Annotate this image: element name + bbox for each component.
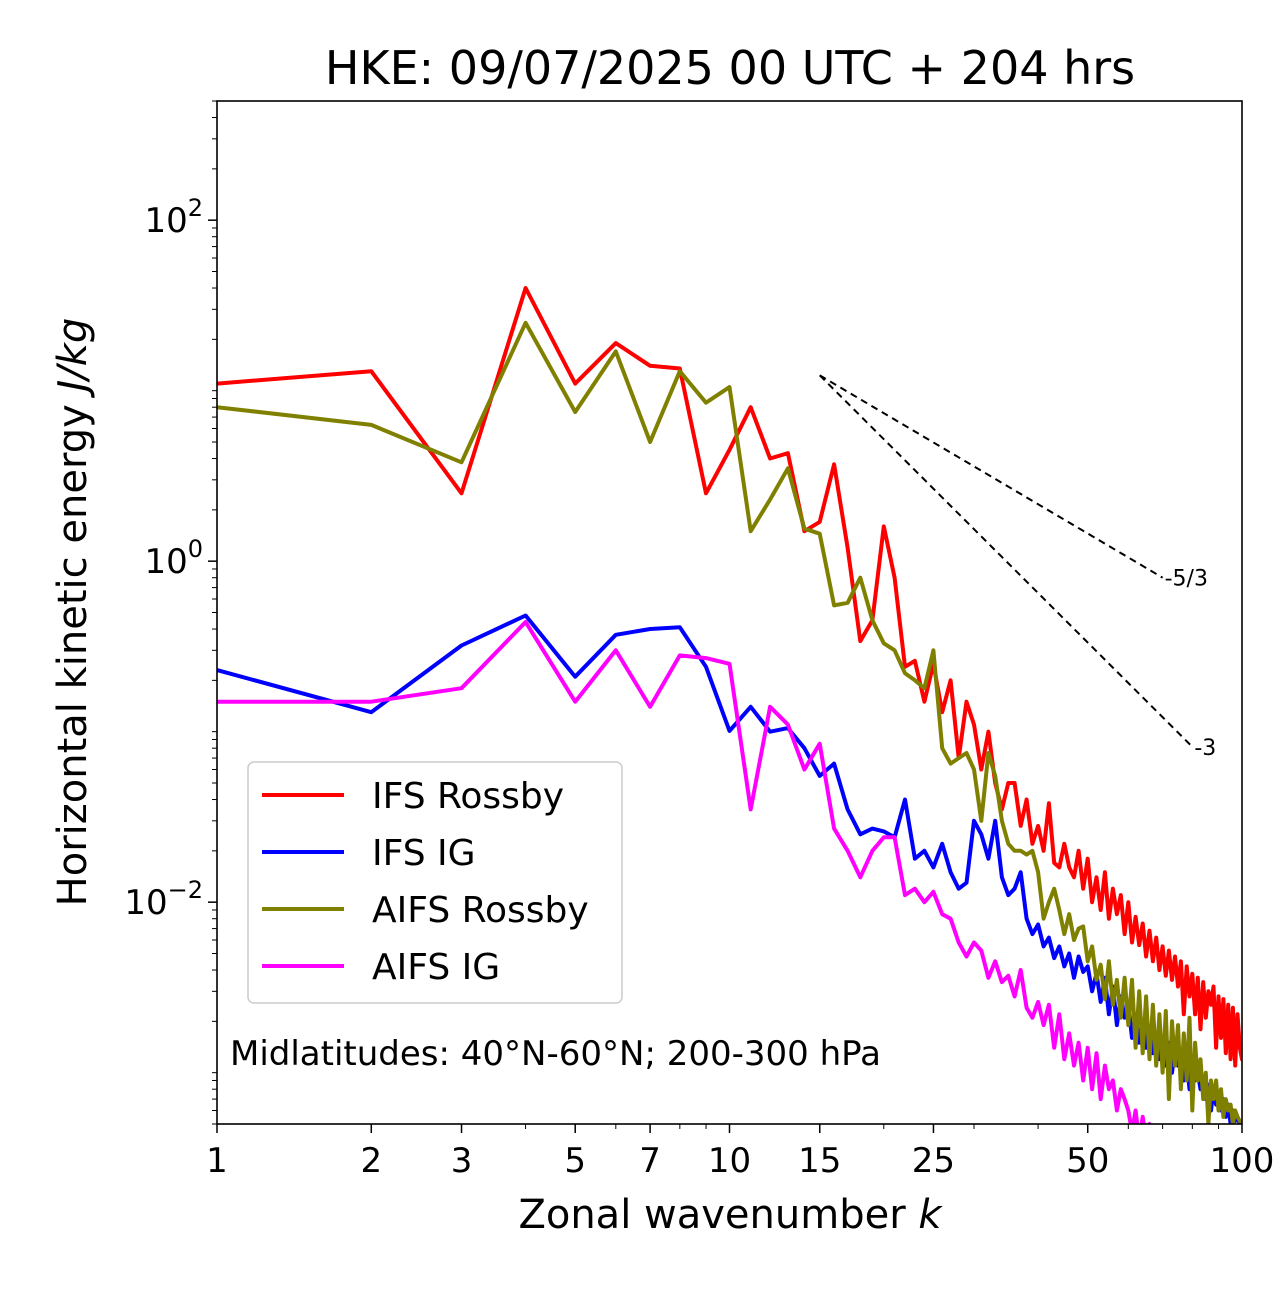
legend-label: IFS IG bbox=[372, 833, 476, 874]
legend-label: AIFS Rossby bbox=[372, 890, 589, 931]
x-tick-label: 2 bbox=[360, 1141, 382, 1181]
y-tick-label: 100 bbox=[144, 535, 203, 582]
x-axis-ticks: 1 2 3 5 7 10 15 25 50 100 bbox=[206, 1124, 1274, 1181]
y-tick-label: 102 bbox=[144, 194, 203, 241]
region-annotation: Midlatitudes: 40°N-60°N; 200-300 hPa bbox=[230, 1034, 881, 1074]
x-tick-label: 100 bbox=[1210, 1141, 1275, 1181]
x-tick-label: 7 bbox=[639, 1141, 661, 1181]
x-tick-label: 10 bbox=[708, 1141, 751, 1181]
x-tick-label: 3 bbox=[451, 1141, 473, 1181]
y-tick-label: 10−2 bbox=[124, 876, 203, 923]
legend-items: IFS Rossby IFS IG AIFS Rossby AIFS IG bbox=[262, 776, 589, 988]
x-tick-label: 25 bbox=[912, 1141, 955, 1181]
y-axis-label-main: Horizontal kinetic energy bbox=[50, 392, 96, 907]
legend: IFS Rossby IFS IG AIFS Rossby AIFS IG bbox=[247, 761, 623, 1004]
legend-label: AIFS IG bbox=[372, 947, 500, 988]
y-axis-ticks: 10−2 100 102 bbox=[124, 100, 217, 1125]
reference-slope-line bbox=[819, 374, 1164, 579]
reference-slope-line bbox=[819, 374, 1194, 748]
series-line-aifs-rossby bbox=[217, 320, 1242, 1124]
series-layer bbox=[217, 286, 1242, 1124]
reference-slope-label: -5/3 bbox=[1165, 567, 1208, 592]
x-tick-label: 5 bbox=[564, 1141, 586, 1181]
y-axis-label: Horizontal kinetic energy J/kg bbox=[50, 318, 96, 907]
series-line-aifs-ig bbox=[217, 620, 1152, 1124]
x-tick-label: 15 bbox=[798, 1141, 841, 1181]
x-tick-label: 1 bbox=[206, 1141, 228, 1181]
reference-slope-label: -3 bbox=[1194, 736, 1216, 761]
reference-slope-layer: -5/3 -3 bbox=[819, 374, 1216, 761]
legend-box bbox=[247, 761, 623, 1004]
legend-label: IFS Rossby bbox=[372, 776, 564, 817]
x-axis-label: Zonal wavenumber k bbox=[518, 1192, 943, 1238]
y-axis-label-unit: J/kg bbox=[50, 318, 96, 399]
x-axis-label-var: k bbox=[918, 1192, 943, 1238]
x-tick-label: 50 bbox=[1066, 1141, 1109, 1181]
chart-title: HKE: 09/07/2025 00 UTC + 204 hrs bbox=[325, 41, 1135, 95]
x-axis-label-main: Zonal wavenumber bbox=[518, 1192, 918, 1238]
